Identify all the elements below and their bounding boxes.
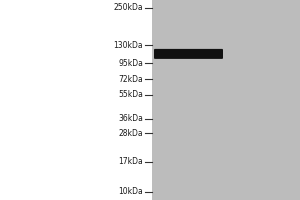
FancyBboxPatch shape: [154, 49, 223, 59]
Text: 28kDa: 28kDa: [118, 129, 143, 138]
Text: 130kDa: 130kDa: [113, 41, 143, 50]
Text: 250kDa: 250kDa: [113, 3, 143, 12]
Text: 36kDa: 36kDa: [118, 114, 143, 123]
Text: 10kDa: 10kDa: [118, 188, 143, 196]
Text: 17kDa: 17kDa: [118, 157, 143, 166]
Bar: [152, 0, 300, 200]
Text: 72kDa: 72kDa: [118, 75, 143, 84]
Text: 95kDa: 95kDa: [118, 59, 143, 68]
Text: 55kDa: 55kDa: [118, 90, 143, 99]
